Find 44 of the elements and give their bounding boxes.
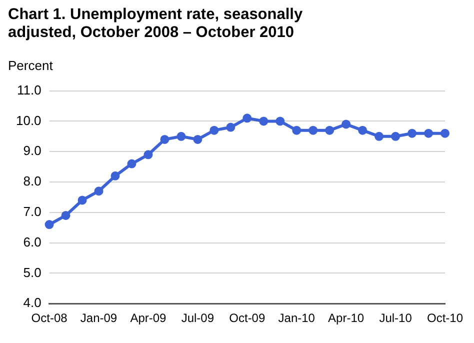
point — [292, 126, 302, 135]
chart-title: Chart 1. Unemployment rate, seasonally adjusted, October 2008 – October 2010 — [8, 6, 304, 42]
point — [94, 186, 104, 196]
point — [358, 126, 368, 135]
point — [424, 128, 434, 138]
x-tick-label: Oct-08 — [31, 311, 68, 326]
y-tick-label: 6.0 — [23, 234, 42, 250]
y-tick-label: 4.0 — [23, 295, 42, 310]
point — [242, 114, 252, 123]
x-tick-label: Jul-10 — [379, 311, 412, 326]
point — [259, 116, 268, 126]
y-tick-label: 9.0 — [23, 143, 42, 158]
point — [374, 132, 384, 141]
point — [127, 159, 136, 168]
point — [440, 128, 450, 138]
x-tick-label: Apr-09 — [130, 311, 167, 326]
y-tick-label: 10.0 — [16, 112, 42, 128]
x-tick-label: Apr-10 — [328, 311, 364, 326]
point — [391, 132, 400, 141]
y-tick-label: 5.0 — [23, 264, 42, 280]
point — [408, 128, 417, 138]
point — [193, 134, 202, 144]
point — [110, 171, 120, 180]
x-tick-label: Jul-09 — [181, 311, 214, 326]
point — [176, 132, 186, 141]
point — [210, 126, 219, 135]
point — [308, 126, 318, 135]
point — [78, 196, 87, 205]
point — [160, 134, 170, 144]
point — [144, 150, 153, 160]
x-tick-label: Jan-09 — [80, 311, 118, 326]
point — [325, 126, 334, 135]
x-tick-label: Jan-10 — [278, 311, 316, 326]
y-tick-label: 7.0 — [23, 204, 42, 219]
y-axis-title: Percent — [8, 58, 54, 73]
y-tick-label: 11.0 — [16, 82, 42, 98]
point — [44, 220, 54, 230]
point — [226, 122, 236, 132]
x-tick-label: Oct-10 — [426, 311, 464, 326]
point — [342, 120, 351, 129]
y-tick-label: 8.0 — [23, 174, 42, 189]
x-tick-label: Oct-09 — [229, 311, 266, 326]
point — [276, 116, 285, 126]
point — [61, 210, 70, 220]
